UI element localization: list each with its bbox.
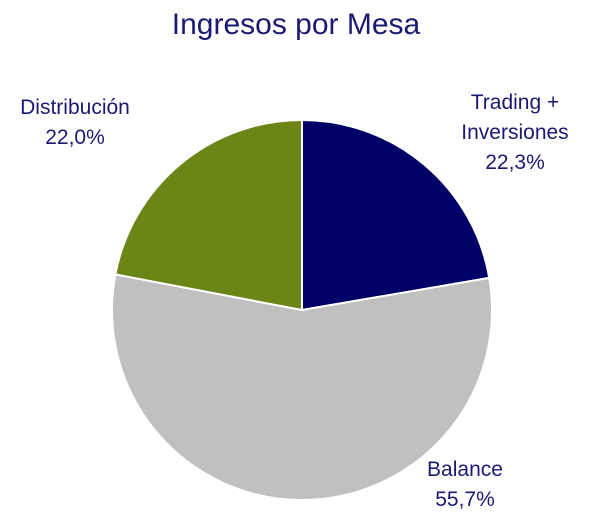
value-label: 22,0% <box>45 126 105 149</box>
category-label: Balance <box>427 458 503 481</box>
slice-label: Balance 55,7% <box>405 455 525 515</box>
chart-title: Ingresos por Mesa <box>171 8 421 41</box>
pie-slice <box>301 118 491 312</box>
category-label: Trading + Inversiones <box>461 91 569 144</box>
slice-label: Distribución 22,0% <box>5 93 145 153</box>
category-label: Distribución <box>20 96 130 119</box>
pie-slice <box>114 118 303 312</box>
value-label: 22,3% <box>485 151 545 174</box>
pie-slice <box>111 273 493 501</box>
value-label: 55,7% <box>435 488 495 511</box>
slice-label: Trading + Inversiones 22,3% <box>440 88 590 178</box>
